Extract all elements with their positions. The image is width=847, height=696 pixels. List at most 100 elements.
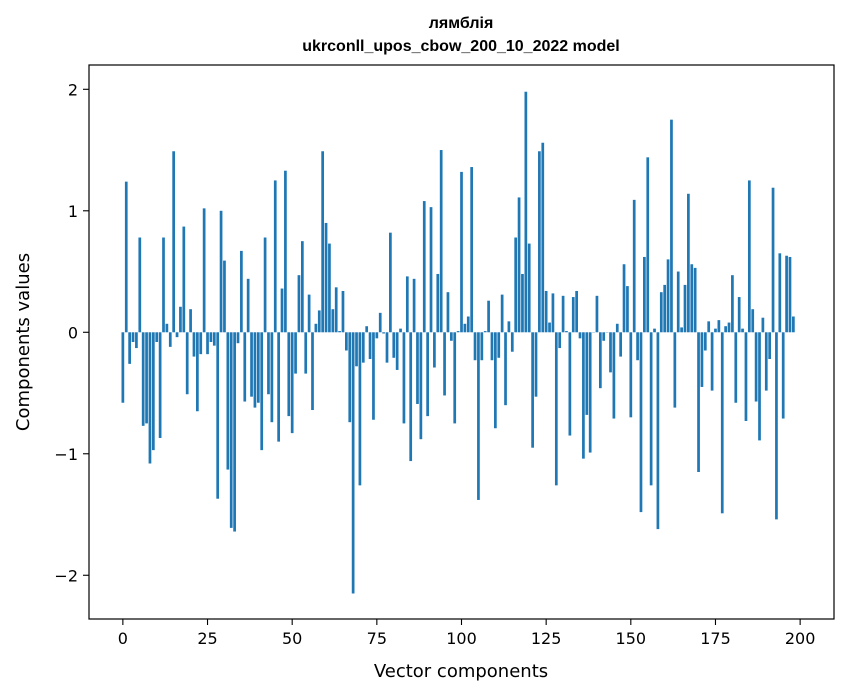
bar: [307, 294, 311, 333]
bar: [754, 332, 758, 402]
bar: [588, 332, 592, 453]
bar: [402, 332, 406, 424]
bar: [426, 332, 429, 417]
bar: [666, 259, 670, 333]
bar: [466, 316, 470, 333]
bar: [317, 310, 321, 333]
bar: [246, 278, 250, 333]
bar: [656, 332, 660, 530]
bar: [300, 241, 304, 333]
bar: [365, 326, 369, 333]
bar: [683, 284, 687, 333]
bar: [781, 332, 785, 419]
bar: [226, 332, 230, 470]
bar: [480, 332, 484, 361]
bar: [670, 119, 673, 333]
bar: [649, 332, 653, 486]
bar: [341, 290, 345, 333]
bar: [155, 332, 159, 342]
bar: [382, 332, 385, 334]
bar: [436, 273, 440, 333]
bar: [324, 222, 328, 333]
bar: [121, 332, 125, 403]
bar: [548, 322, 551, 333]
bars-group: [121, 91, 795, 594]
bar: [632, 199, 636, 333]
x-tick-label: 50: [282, 629, 302, 648]
bar: [504, 332, 507, 406]
bar: [212, 332, 216, 346]
bar: [331, 309, 335, 333]
bar: [575, 290, 578, 333]
bar: [676, 271, 680, 333]
bar: [416, 332, 419, 404]
bar: [541, 142, 545, 333]
bar: [744, 332, 748, 421]
bar: [399, 328, 402, 333]
bar: [646, 157, 650, 333]
bar: [517, 197, 521, 333]
bar: [554, 332, 558, 486]
bar: [185, 332, 189, 395]
bar: [703, 332, 707, 351]
bar: [256, 332, 260, 403]
bar: [124, 181, 128, 333]
bar: [693, 267, 697, 333]
bar: [240, 250, 243, 333]
bar: [189, 309, 192, 333]
bar: [663, 284, 667, 333]
bar: [338, 331, 341, 333]
bar: [598, 332, 602, 389]
bar: [615, 323, 619, 333]
x-tick-label: 25: [197, 629, 217, 648]
bar: [179, 306, 182, 333]
bar: [751, 309, 755, 333]
bar: [175, 332, 179, 338]
bar: [470, 167, 474, 333]
bar: [135, 332, 138, 349]
bar: [626, 286, 629, 333]
y-tick-label: 1: [68, 202, 78, 221]
bar: [439, 150, 443, 333]
bar: [714, 328, 717, 333]
bar: [446, 292, 450, 333]
bar: [534, 332, 538, 397]
bar: [419, 332, 423, 440]
bar: [585, 332, 589, 415]
bar: [328, 243, 331, 333]
bar: [273, 180, 277, 333]
bar: [267, 332, 270, 395]
bar: [270, 332, 274, 423]
x-tick-label: 200: [785, 629, 816, 648]
bar: [544, 290, 548, 333]
bar: [385, 332, 389, 363]
bar: [490, 332, 494, 361]
bar: [192, 332, 196, 357]
bar: [361, 332, 365, 363]
bar: [595, 295, 599, 333]
bar: [538, 151, 541, 333]
bar: [263, 237, 267, 333]
bar: [368, 332, 372, 360]
bar: [477, 332, 480, 500]
bar: [653, 328, 656, 333]
bar: [395, 332, 399, 370]
bar: [531, 332, 534, 448]
bar: [602, 332, 606, 341]
bar: [724, 326, 727, 333]
bar: [494, 332, 497, 429]
bar: [643, 256, 646, 333]
bar: [168, 332, 172, 347]
bar: [145, 332, 148, 424]
bar: [561, 295, 565, 333]
bar: [558, 332, 562, 349]
bar: [372, 332, 375, 420]
bar: [527, 243, 531, 333]
bar: [460, 171, 463, 333]
y-tick-label: −2: [54, 566, 78, 585]
bar: [223, 260, 226, 333]
chart-title: лямблія: [429, 15, 494, 32]
bar: [487, 300, 490, 333]
bar: [290, 332, 294, 434]
bar: [571, 297, 575, 333]
